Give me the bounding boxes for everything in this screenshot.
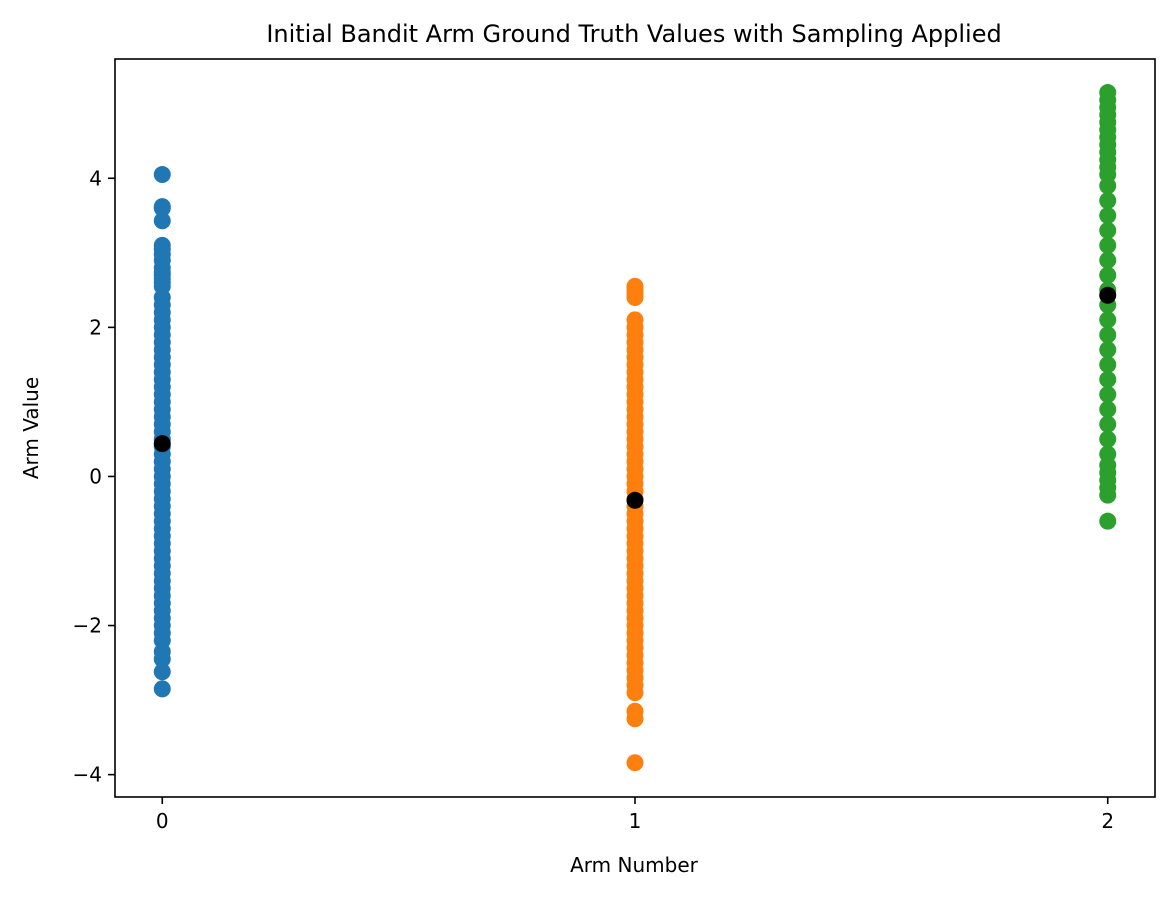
mean-point-arm-2	[1099, 286, 1117, 304]
x-tick-label: 1	[629, 809, 642, 833]
data-point-arm-2	[1099, 341, 1117, 359]
data-point-arm-2	[1099, 311, 1117, 329]
plot-area	[153, 84, 1117, 772]
data-point-arm-2	[1099, 430, 1117, 448]
y-tick-label: −4	[73, 763, 102, 787]
data-point-arm-2	[1099, 356, 1117, 374]
data-point-arm-1	[626, 754, 644, 772]
data-point-arm-2	[1099, 266, 1117, 284]
data-point-arm-2	[1099, 326, 1117, 344]
data-point-arm-2	[1099, 486, 1117, 504]
y-tick-label: −2	[73, 614, 102, 638]
data-point-arm-0	[153, 212, 171, 230]
data-point-arm-1	[626, 684, 644, 702]
data-point-arm-1	[626, 710, 644, 728]
data-point-arm-2	[1099, 400, 1117, 418]
data-point-arm-2	[1099, 192, 1117, 210]
x-tick-label: 2	[1101, 809, 1114, 833]
data-point-arm-2	[1099, 415, 1117, 433]
x-axis: 0 1 2	[156, 797, 1114, 833]
mean-point-arm-0	[153, 435, 171, 453]
y-axis: −4 −2 0 2 4	[73, 166, 115, 787]
data-point-arm-2	[1099, 385, 1117, 403]
y-tick-label: 0	[89, 464, 102, 488]
mean-point-arm-1	[626, 491, 644, 509]
data-point-arm-2	[1099, 236, 1117, 254]
data-point-arm-0	[153, 663, 171, 681]
data-point-arm-2	[1099, 207, 1117, 225]
data-point-arm-0	[153, 166, 171, 184]
data-point-arm-2	[1099, 251, 1117, 269]
y-axis-label: Arm Value	[19, 377, 43, 479]
data-point-arm-1	[626, 289, 644, 307]
x-tick-label: 0	[156, 809, 169, 833]
data-point-arm-2	[1099, 177, 1117, 195]
x-axis-label: Arm Number	[570, 853, 699, 877]
chart-title: Initial Bandit Arm Ground Truth Values w…	[266, 20, 1001, 48]
y-tick-label: 4	[89, 166, 102, 190]
y-tick-label: 2	[89, 315, 102, 339]
data-point-arm-2	[1099, 512, 1117, 530]
data-point-arm-0	[153, 199, 171, 217]
data-point-arm-0	[153, 680, 171, 698]
data-point-arm-2	[1099, 221, 1117, 239]
data-point-arm-0	[153, 650, 171, 668]
data-point-arm-2	[1099, 371, 1117, 389]
